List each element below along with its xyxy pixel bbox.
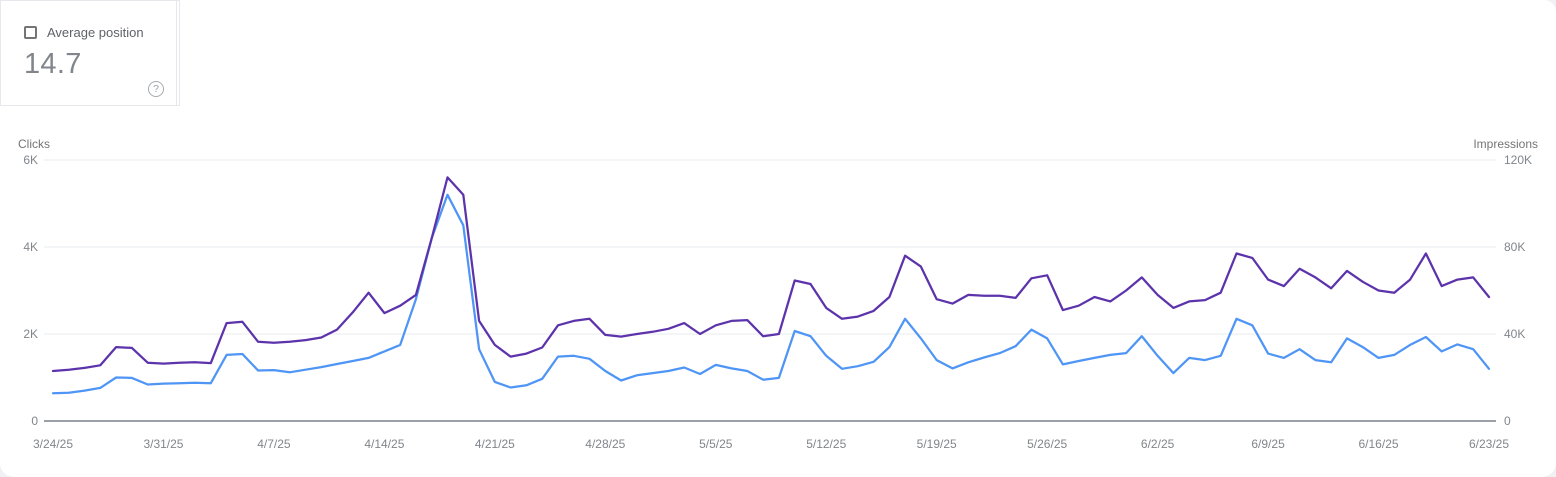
x-axis-tick: 5/5/25: [699, 437, 733, 451]
checkbox-average-position[interactable]: [24, 26, 37, 39]
impressions-line[interactable]: [51, 176, 1491, 373]
x-axis-tick: 3/31/25: [143, 437, 183, 451]
y-axis-tick-right: 80K: [1504, 240, 1525, 254]
x-axis-tick: 4/14/25: [364, 437, 404, 451]
y-axis-tick-right: 40K: [1504, 327, 1525, 341]
y-axis-tick-left: 4K: [23, 240, 38, 254]
metric-label: Average position: [47, 25, 144, 40]
x-axis-tick: 5/12/25: [806, 437, 846, 451]
x-axis-tick: 6/2/25: [1141, 437, 1175, 451]
x-axis-tick: 5/26/25: [1027, 437, 1067, 451]
x-axis-tick: 4/21/25: [475, 437, 515, 451]
help-icon[interactable]: ?: [148, 81, 164, 97]
y-axis-tick-right: 120K: [1504, 153, 1532, 167]
x-axis-tick: 6/9/25: [1251, 437, 1285, 451]
x-axis-tick: 6/23/25: [1469, 437, 1509, 451]
y-axis-tick-right: 0: [1504, 414, 1511, 428]
x-axis-tick: 4/7/25: [257, 437, 291, 451]
card-average-position[interactable]: Average position 14.7 ?: [0, 0, 177, 106]
right-axis-title: Impressions: [1473, 137, 1538, 151]
x-axis-tick: 3/24/25: [33, 437, 73, 451]
y-axis-tick-left: 6K: [23, 153, 38, 167]
x-axis-tick: 5/19/25: [917, 437, 957, 451]
clicks-line[interactable]: [51, 193, 1491, 395]
metric-value: 14.7: [24, 48, 82, 80]
x-axis-tick: 6/16/25: [1359, 437, 1399, 451]
x-axis-tick: 4/28/25: [585, 437, 625, 451]
left-axis-title: Clicks: [18, 137, 50, 151]
y-axis-tick-left: 0: [31, 414, 38, 428]
y-axis-tick-left: 2K: [23, 327, 38, 341]
